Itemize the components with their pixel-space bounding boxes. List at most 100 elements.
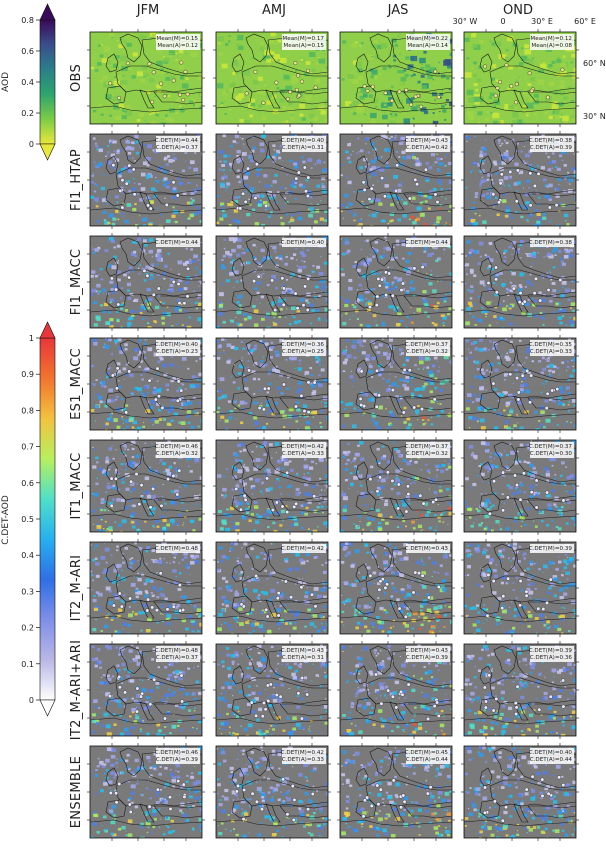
aod-cell: [563, 95, 569, 100]
aod-cell: [268, 196, 272, 200]
aod-cell: [265, 68, 266, 70]
station-marker: [264, 203, 269, 208]
aod-cell: [134, 160, 136, 162]
aod-cell: [320, 256, 322, 258]
aod-cell: [560, 294, 565, 298]
aod-cell: [102, 292, 105, 294]
aod-cell: [270, 54, 274, 57]
aod-cell: [323, 105, 327, 108]
aod-cell: [560, 70, 567, 76]
aod-cell: [573, 316, 575, 318]
panel-r1-c1: C.DET(M)=0.40C.DET(A)=0.31: [213, 131, 331, 229]
aod-cell: [346, 380, 348, 382]
aod-cell: [263, 174, 268, 178]
aod-cell: [549, 363, 554, 368]
aod-cell: [152, 524, 155, 527]
lat-label-60n: 60° N: [583, 59, 606, 68]
aod-cell: [562, 315, 565, 317]
aod-cell: [414, 364, 417, 367]
aod-cell: [146, 270, 149, 272]
aod-cell: [151, 263, 155, 266]
aod-cell: [480, 169, 485, 173]
aod-cell: [307, 301, 310, 304]
stat-label: C.DET(M)=0.38: [529, 240, 573, 246]
aod-cell: [504, 338, 508, 341]
aod-cell: [382, 254, 386, 257]
aod-cell: [227, 410, 230, 413]
aod-cell: [558, 184, 560, 186]
aod-cell: [196, 206, 200, 209]
aod-cell: [165, 163, 169, 166]
colorbar-tick-label: 1: [29, 334, 34, 343]
station-marker: [359, 369, 364, 374]
aod-cell: [224, 189, 227, 192]
aod-cell: [359, 58, 363, 61]
aod-cell: [416, 413, 419, 415]
aod-cell: [417, 368, 420, 370]
aod-cell: [531, 252, 537, 256]
aod-cell: [352, 60, 359, 65]
aod-cell: [408, 321, 410, 323]
aod-cell: [426, 273, 428, 275]
aod-cell: [340, 296, 343, 298]
aod-cell: [382, 219, 386, 223]
aod-cell: [401, 352, 405, 355]
aod-cell: [422, 385, 426, 388]
aod-cell: [524, 44, 530, 49]
aod-cell: [391, 283, 394, 286]
aod-cell: [528, 213, 533, 218]
aod-cell: [488, 96, 492, 100]
aod-cell: [127, 448, 130, 451]
aod-cell: [379, 496, 384, 500]
aod-cell: [509, 175, 512, 178]
aod-cell: [255, 520, 260, 524]
aod-cell: [105, 429, 108, 430]
aod-cell: [239, 307, 242, 310]
station-marker: [297, 93, 302, 98]
station-marker: [113, 476, 118, 481]
aod-cell: [276, 477, 280, 481]
aod-cell: [306, 477, 311, 482]
aod-cell: [278, 151, 281, 154]
aod-cell: [367, 163, 370, 166]
aod-cell: [123, 445, 127, 448]
aod-cell: [531, 360, 534, 363]
aod-cell: [268, 216, 271, 218]
aod-cell: [297, 269, 302, 273]
aod-cell: [119, 530, 124, 532]
aod-cell: [424, 246, 428, 250]
aod-cell: [268, 370, 272, 373]
aod-cell: [372, 184, 375, 186]
aod-cell: [109, 413, 112, 416]
aod-cell: [280, 259, 284, 261]
aod-cell: [566, 386, 570, 390]
aod-cell: [409, 286, 412, 289]
station-marker: [185, 294, 190, 299]
aod-cell: [222, 205, 225, 207]
aod-cell: [350, 153, 353, 156]
aod-cell: [312, 410, 317, 415]
aod-cell: [378, 373, 382, 377]
aod-cell: [318, 58, 326, 64]
aod-cell: [294, 166, 298, 169]
aod-cell: [166, 472, 171, 476]
aod-cell: [124, 463, 127, 466]
aod-cell: [390, 203, 394, 207]
aod-cell: [186, 510, 189, 512]
aod-cell: [146, 287, 151, 292]
aod-cell: [529, 96, 536, 102]
aod-cell: [176, 377, 181, 381]
station-marker: [285, 96, 290, 101]
stat-label: C.DET(M)=0.40: [281, 240, 325, 246]
station-marker: [432, 397, 437, 402]
aod-cell: [280, 222, 285, 226]
aod-cell: [176, 97, 182, 102]
aod-cell: [91, 248, 95, 251]
aod-cell: [472, 303, 476, 306]
station-marker: [520, 373, 525, 378]
aod-cell: [467, 222, 472, 225]
aod-cell: [300, 259, 304, 262]
aod-cell: [105, 422, 109, 426]
aod-cell: [112, 397, 115, 400]
aod-cell: [548, 374, 552, 377]
